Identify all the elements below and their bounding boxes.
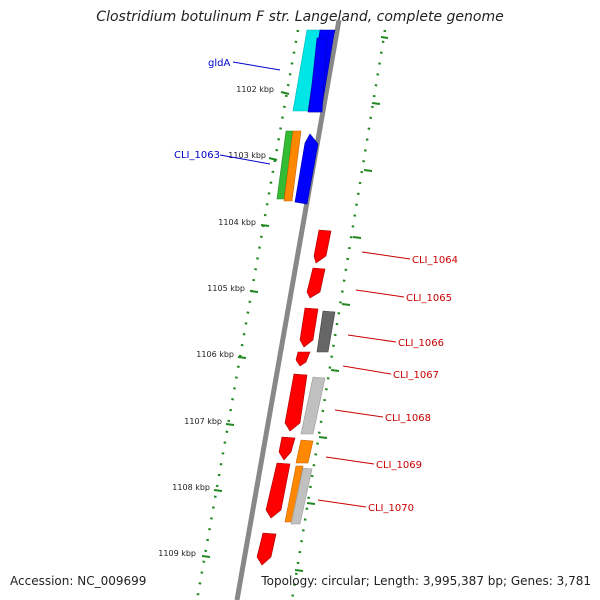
tick-mark-1106 bbox=[237, 356, 247, 359]
gene-cli1065[interactable] bbox=[306, 267, 326, 299]
tick-label-1105: 1105 kbp bbox=[207, 284, 245, 293]
tick-mark-1104 bbox=[260, 224, 270, 227]
gene-cli1066-red[interactable] bbox=[299, 307, 319, 348]
tick-label-1107: 1107 kbp bbox=[184, 417, 222, 426]
gene-upper-blue-2[interactable] bbox=[308, 37, 328, 113]
tick-label-1104: 1104 kbp bbox=[218, 218, 256, 227]
connector-cli1065 bbox=[355, 289, 405, 298]
gene-cli1068-red[interactable] bbox=[284, 373, 308, 432]
tick-mark-1109 bbox=[201, 555, 211, 558]
gene-cli1066-gray[interactable] bbox=[316, 310, 336, 353]
gene-cli1069-red[interactable] bbox=[278, 436, 296, 461]
gene-cli1063-orange[interactable] bbox=[283, 130, 302, 202]
connector-cli1069 bbox=[325, 456, 375, 465]
accession-text: Accession: NC_009699 bbox=[10, 574, 147, 588]
connector-gldA bbox=[232, 61, 281, 71]
inner-dotted-guide bbox=[195, 29, 300, 600]
gene-bottom-red[interactable] bbox=[256, 532, 277, 566]
gene-cli1069-orange[interactable] bbox=[295, 439, 314, 464]
connector-cli1067 bbox=[342, 365, 392, 375]
tick-mark-1102 bbox=[280, 91, 290, 95]
gene-label-cli1064: CLI_1064 bbox=[412, 255, 458, 266]
gene-label-cli1070: CLI_1070 bbox=[368, 503, 414, 514]
gene-cli1063-blue[interactable] bbox=[294, 133, 319, 205]
tick-mark-1108 bbox=[213, 489, 223, 492]
connector-cli1063 bbox=[219, 154, 271, 165]
tick-label-1102: 1102 kbp bbox=[236, 85, 274, 94]
tick-mark-1105 bbox=[249, 290, 259, 293]
tick-label-1108: 1108 kbp bbox=[172, 483, 210, 492]
connector-cli1064 bbox=[361, 251, 411, 260]
tick-label-1109: 1109 kbp bbox=[158, 549, 196, 558]
connector-cli1066 bbox=[347, 334, 397, 343]
tick-mark-1107 bbox=[225, 423, 235, 426]
gene-label-gldA: gldA bbox=[208, 58, 230, 69]
gene-label-cli1067: CLI_1067 bbox=[393, 370, 439, 381]
map-title: Clostridium botulinum F str. Langeland, … bbox=[96, 9, 504, 25]
topology-summary: Topology: circular; Length: 3,995,387 bp… bbox=[261, 574, 591, 588]
gene-label-cli1066: CLI_1066 bbox=[398, 338, 444, 349]
connector-cli1070 bbox=[317, 499, 367, 508]
tick-label-1103: 1103 kbp bbox=[228, 151, 266, 160]
gene-cli1067[interactable] bbox=[295, 351, 311, 367]
gene-cli1064[interactable] bbox=[313, 229, 332, 264]
outer-track-ticks bbox=[294, 36, 389, 572]
gene-label-cli1063: CLI_1063 bbox=[174, 150, 220, 161]
gene-cli1070-red[interactable] bbox=[265, 462, 291, 519]
gene-label-cli1065: CLI_1065 bbox=[406, 293, 452, 304]
connector-cli1068 bbox=[334, 409, 384, 418]
genome-backbone bbox=[234, 19, 342, 600]
gene-cli1070-gray[interactable] bbox=[290, 467, 313, 525]
gene-cli1068-gray[interactable] bbox=[300, 376, 326, 435]
gene-label-cli1069: CLI_1069 bbox=[376, 460, 422, 471]
tick-mark-1103 bbox=[268, 157, 278, 161]
gene-label-cli1068: CLI_1068 bbox=[385, 413, 431, 424]
tick-label-1106: 1106 kbp bbox=[196, 350, 234, 359]
